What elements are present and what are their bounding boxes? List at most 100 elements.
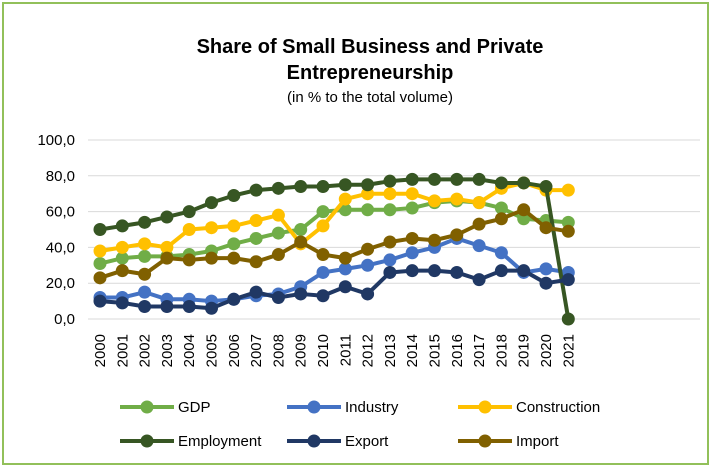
data-point: [138, 285, 152, 299]
data-point: [115, 240, 129, 254]
data-point: [361, 203, 375, 217]
data-point: [561, 183, 575, 197]
data-point: [316, 289, 330, 303]
data-point: [361, 187, 375, 201]
data-point: [316, 219, 330, 233]
series-export: [93, 264, 575, 315]
data-point: [428, 194, 441, 208]
data-point: [294, 180, 308, 194]
series-line: [99, 177, 571, 320]
legend-swatch-marker: [307, 400, 321, 414]
x-tick-label: 2018: [493, 334, 510, 367]
y-tick-label: 60,0: [46, 204, 75, 221]
legend-item-import: Import: [458, 433, 559, 450]
data-point: [227, 237, 241, 251]
data-point: [316, 180, 330, 194]
data-point: [383, 203, 397, 217]
data-point: [517, 212, 531, 226]
series-line: [99, 180, 569, 253]
data-point: [383, 235, 397, 249]
data-point: [361, 287, 375, 301]
data-point: [205, 196, 218, 210]
data-point: [115, 296, 129, 310]
x-tick-label: 2008: [270, 334, 287, 367]
data-point: [338, 192, 352, 206]
data-point: [249, 214, 263, 228]
y-tick-label: 20,0: [46, 275, 75, 292]
data-point: [138, 215, 152, 229]
data-point: [361, 242, 375, 256]
data-point: [271, 248, 285, 262]
data-point: [227, 219, 241, 233]
data-point: [472, 172, 486, 186]
data-point: [450, 172, 464, 186]
x-tick-label: 2006: [226, 334, 243, 367]
data-point: [138, 249, 152, 263]
x-tick-label: 2009: [293, 334, 310, 367]
legend-label: Industry: [345, 399, 399, 416]
data-point: [428, 233, 441, 247]
legend-label: Employment: [178, 433, 262, 450]
data-point: [494, 201, 508, 215]
data-point: [205, 251, 218, 265]
data-point: [271, 181, 285, 195]
data-point: [249, 285, 263, 299]
y-tick-label: 100,0: [37, 132, 75, 149]
legend-label: Import: [516, 433, 559, 450]
data-point: [405, 246, 419, 260]
data-point: [428, 172, 441, 186]
legend-item-industry: Industry: [287, 399, 399, 416]
x-tick-label: 2011: [337, 334, 354, 366]
data-point: [316, 205, 330, 219]
x-tick-label: 2002: [137, 334, 154, 367]
data-point: [249, 255, 263, 269]
data-point: [472, 217, 486, 231]
data-point: [227, 292, 241, 306]
legend-label: Construction: [516, 399, 600, 416]
legend-label: GDP: [178, 399, 211, 416]
data-point: [205, 301, 218, 315]
legend-item-construction: Construction: [458, 399, 600, 416]
data-point: [561, 215, 575, 229]
data-point: [338, 251, 352, 265]
data-point: [93, 223, 107, 236]
data-point: [294, 223, 308, 236]
x-tick-label: 2014: [404, 334, 421, 367]
x-tick-label: 2007: [248, 334, 265, 367]
data-point: [160, 299, 174, 313]
series-import: [93, 203, 575, 285]
data-point: [472, 239, 486, 253]
data-point: [182, 253, 196, 267]
y-tick-label: 40,0: [46, 239, 75, 256]
legend-swatch-marker: [478, 434, 492, 448]
legend-swatch-marker: [140, 434, 154, 448]
data-point: [115, 264, 129, 278]
data-point: [539, 262, 553, 276]
data-point: [361, 178, 375, 192]
data-point: [494, 264, 508, 278]
data-point: [271, 291, 285, 305]
data-point: [182, 223, 196, 236]
data-point: [517, 203, 531, 217]
legend-swatch-marker: [478, 400, 492, 414]
data-point: [539, 221, 553, 235]
x-tick-label: 2003: [159, 334, 176, 367]
data-point: [450, 265, 464, 279]
data-point: [383, 265, 397, 279]
x-tick-label: 2012: [360, 334, 377, 367]
x-tick-label: 2013: [382, 334, 399, 367]
y-tick-label: 0,0: [54, 311, 75, 328]
x-tick-label: 2021: [560, 334, 577, 367]
data-point: [338, 203, 352, 217]
data-point: [316, 265, 330, 279]
legend-item-export: Export: [287, 433, 389, 450]
data-point: [383, 187, 397, 201]
data-point: [450, 228, 464, 242]
x-tick-label: 2016: [449, 334, 466, 367]
chart-frame: [2, 2, 709, 465]
data-point: [93, 244, 107, 258]
data-point: [517, 176, 531, 190]
data-point: [182, 299, 196, 313]
x-tick-label: 2000: [92, 334, 109, 367]
